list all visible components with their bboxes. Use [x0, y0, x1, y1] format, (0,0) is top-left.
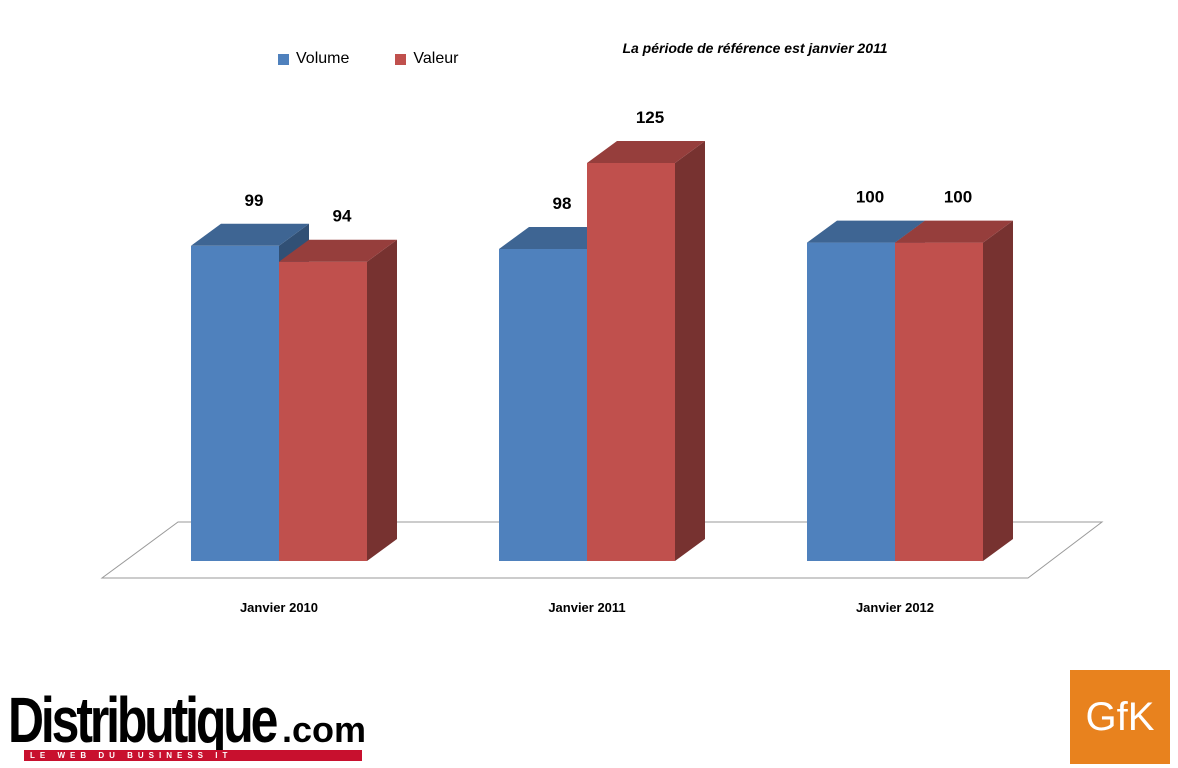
legend-label-volume: Volume	[296, 50, 350, 67]
data-label-volume-2: 100	[856, 188, 884, 207]
category-label-0: Janvier 2010	[240, 600, 318, 615]
legend-label-valeur: Valeur	[413, 50, 459, 67]
bar-top-valeur-1	[587, 141, 705, 163]
bar-top-valeur-2	[895, 220, 1013, 243]
legend-swatch-volume	[278, 53, 289, 65]
category-label-2: Janvier 2012	[856, 600, 934, 615]
reference-note: La période de référence est janvier 2011	[622, 40, 888, 56]
bar-side-valeur-2	[983, 220, 1013, 561]
data-label-valeur-0: 94	[333, 207, 352, 226]
legend: Volume Valeur	[278, 50, 458, 68]
bar-volume-0	[191, 245, 279, 561]
data-label-valeur-2: 100	[944, 188, 972, 207]
legend-item-volume: Volume	[278, 50, 349, 68]
bar-side-valeur-1	[675, 141, 705, 561]
bar-valeur-1	[587, 163, 675, 561]
bar-valeur-2	[895, 242, 983, 561]
bar-valeur-0	[279, 261, 367, 561]
bar-volume-1	[499, 248, 587, 561]
legend-swatch-valeur	[395, 53, 407, 65]
data-label-volume-0: 99	[245, 191, 264, 210]
legend-item-valeur: Valeur	[395, 50, 458, 68]
data-label-valeur-1: 125	[636, 108, 664, 127]
category-label-1: Janvier 2011	[548, 600, 625, 615]
gfk-logo: GfK	[1070, 670, 1170, 764]
bar-volume-2	[807, 242, 895, 561]
data-label-volume-1: 98	[553, 194, 572, 213]
bar-top-volume-2	[807, 220, 925, 243]
distributique-logo-word: Distributique	[8, 684, 278, 756]
distributique-logo: Distributique .com LE WEB DU BUSINESS IT	[8, 688, 368, 766]
distributique-logo-tagline: LE WEB DU BUSINESS IT	[24, 750, 362, 761]
bar-side-valeur-0	[367, 239, 397, 562]
bar-top-volume-0	[191, 223, 309, 246]
bar-top-valeur-0	[279, 239, 397, 262]
distributique-logo-suffix: .com	[282, 709, 367, 750]
